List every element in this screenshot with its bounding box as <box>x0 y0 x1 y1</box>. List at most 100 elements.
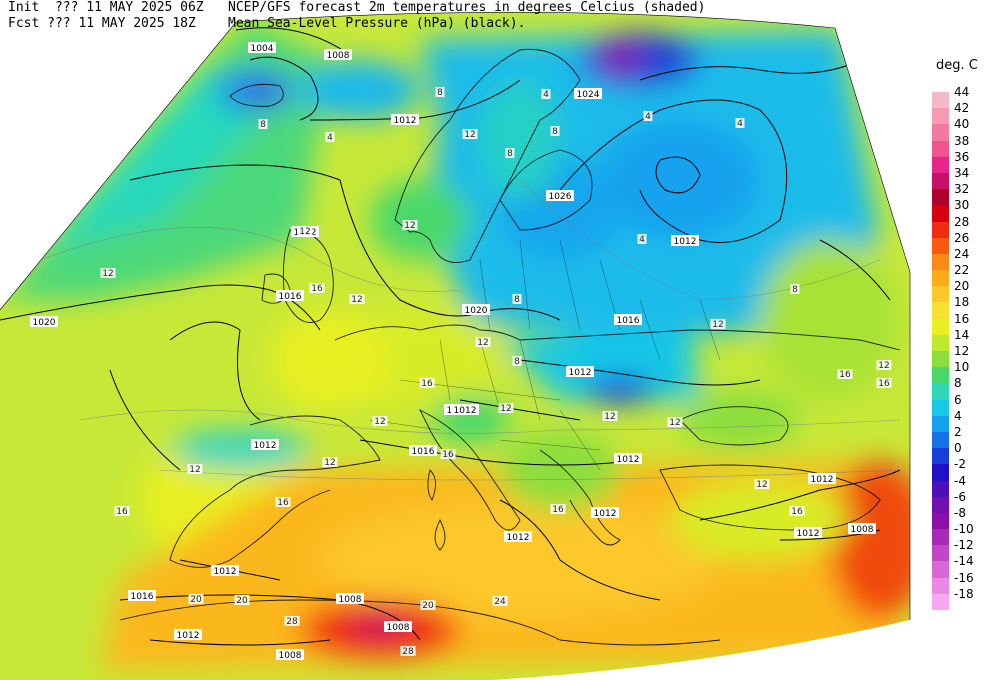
temperature-label: 8 <box>505 148 515 159</box>
legend-label: -14 <box>954 554 974 569</box>
legend-swatch <box>932 172 949 190</box>
temperature-label: 4 <box>541 89 551 100</box>
temperature-label: 12 <box>349 294 365 305</box>
temperature-label: 12 <box>667 417 683 428</box>
legend-label: 42 <box>954 101 970 116</box>
isobar-label: 1012 <box>391 114 419 126</box>
temperature-label: 16 <box>114 506 130 517</box>
isobar-label: 1012 <box>794 527 822 539</box>
isobar-label: 1012 <box>174 629 202 641</box>
legend-label: -18 <box>954 586 974 601</box>
svg-text:8: 8 <box>552 127 558 137</box>
temperature-label: 12 <box>710 319 726 330</box>
legend-swatch <box>932 351 949 368</box>
isobar-label: 1020 <box>462 304 490 316</box>
legend-swatch <box>932 156 949 173</box>
svg-text:12: 12 <box>464 130 475 140</box>
legend-label: -4 <box>954 473 966 488</box>
legend-swatch <box>932 431 949 449</box>
svg-text:12: 12 <box>299 227 310 237</box>
legend-label: 8 <box>954 376 962 391</box>
temperature-label: 12 <box>322 457 338 468</box>
temperature-label: 16 <box>876 378 892 389</box>
legend-label: 0 <box>954 441 962 456</box>
legend-label: 28 <box>954 214 970 229</box>
svg-text:16: 16 <box>277 498 289 508</box>
temperature-label: 28 <box>400 646 416 657</box>
temperature-label: 12 <box>602 411 618 422</box>
svg-text:12: 12 <box>102 269 113 279</box>
isobar-label: 1012 <box>251 439 279 451</box>
legend-swatch <box>932 496 949 513</box>
temperature-label: 4 <box>637 234 647 245</box>
isobar-label: 1026 <box>546 190 574 202</box>
temperature-label: 24 <box>492 596 508 607</box>
legend-label: 12 <box>954 344 970 358</box>
isobar-label: 1016 <box>128 590 156 602</box>
legend-swatch <box>932 205 949 222</box>
temperature-label: 8 <box>258 119 268 130</box>
isobar-label: 1012 <box>671 235 699 247</box>
init-time: Init ??? 11 MAY 2025 06Z <box>8 0 204 15</box>
legend-swatch <box>932 270 949 287</box>
svg-text:12: 12 <box>351 295 362 305</box>
temperature-label: 20 <box>420 600 436 611</box>
svg-text:1026: 1026 <box>549 192 572 202</box>
isobar-label: 1008 <box>848 523 876 535</box>
legend-label: 40 <box>954 117 970 132</box>
legend-swatch <box>932 92 949 109</box>
svg-text:1012: 1012 <box>797 529 820 539</box>
legend-label: 14 <box>954 327 970 342</box>
isobar-label: 1008 <box>276 649 304 661</box>
svg-text:1008: 1008 <box>279 651 302 661</box>
svg-text:1016: 1016 <box>412 447 435 457</box>
svg-text:1024: 1024 <box>577 90 600 100</box>
temperature-label: 8 <box>790 284 800 295</box>
svg-text:1012: 1012 <box>254 441 277 451</box>
isobar-label: 1016 <box>614 314 642 326</box>
legend-label: 22 <box>954 263 970 278</box>
temperature-label: 16 <box>309 283 325 294</box>
svg-text:12: 12 <box>669 418 680 428</box>
isobar-label: 1012 <box>808 473 836 485</box>
legend-label: 10 <box>954 360 970 375</box>
temperature-label: 16 <box>550 504 566 515</box>
temperature-label: 8 <box>435 87 445 98</box>
legend-label: 38 <box>954 133 970 148</box>
isobar-label: 1016 <box>276 290 304 302</box>
svg-text:8: 8 <box>260 120 266 130</box>
legend-label: 16 <box>954 311 970 326</box>
svg-text:1012: 1012 <box>594 509 617 519</box>
legend-swatch <box>932 237 949 254</box>
isobar-labels: 1004 1008 1012 1024 1026 1012 1012 1016 1020 1020… <box>30 42 876 661</box>
legend-swatch <box>932 577 949 594</box>
svg-text:16: 16 <box>421 379 433 389</box>
svg-text:1012: 1012 <box>454 406 477 416</box>
chart-subtitle: Mean Sea-Level Pressure (hPa) (black). <box>228 16 526 31</box>
temperature-label: 12 <box>402 220 418 231</box>
svg-text:16: 16 <box>311 284 323 294</box>
legend-swatch <box>932 140 949 157</box>
temperature-label: 12 <box>100 268 116 279</box>
isobar-label: 1008 <box>384 621 412 633</box>
legend-swatch <box>932 334 949 351</box>
legend-label: 26 <box>954 230 970 245</box>
legend-swatch <box>932 593 949 610</box>
legend-title: deg. C <box>936 58 978 73</box>
legend-swatch <box>932 124 949 141</box>
temperature-label: 12 <box>297 226 313 237</box>
svg-text:1012: 1012 <box>569 368 592 378</box>
legend-swatch <box>932 480 949 497</box>
forecast-time: Fcst ??? 11 MAY 2025 18Z <box>8 16 196 31</box>
svg-text:1012: 1012 <box>507 533 530 543</box>
isobar-label: 1004 <box>248 42 276 54</box>
isobar-label: 1012 <box>566 366 594 378</box>
svg-text:1012: 1012 <box>394 116 417 126</box>
legend-swatch <box>932 383 949 400</box>
svg-text:1008: 1008 <box>387 623 410 633</box>
temperature-label: 12 <box>187 464 203 475</box>
temperature-label: 20 <box>188 594 204 605</box>
isobar-label: 1020 <box>30 316 58 328</box>
legend-swatch <box>932 318 949 335</box>
temperature-label: 28 <box>284 616 300 627</box>
